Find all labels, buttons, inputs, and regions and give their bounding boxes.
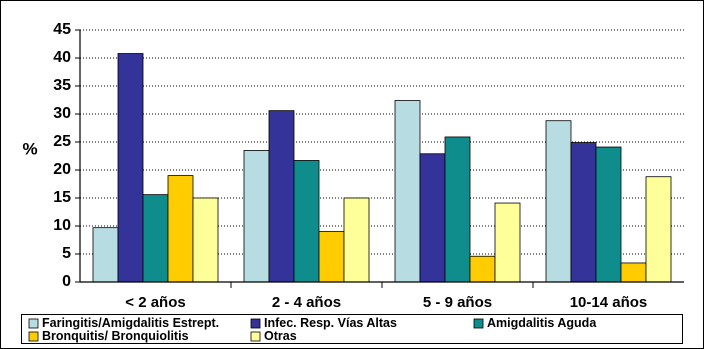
bar: [318, 231, 345, 283]
x-tick-label: 10-14 años: [570, 294, 648, 311]
bar: [545, 120, 572, 283]
bar: [343, 197, 370, 283]
bars: [92, 53, 672, 283]
y-tick-label: 5: [62, 245, 71, 262]
legend-entry: Amigdalitis Aguda: [487, 316, 597, 330]
x-tick-label: 2 - 4 años: [272, 294, 341, 311]
y-tick-label: 20: [53, 161, 71, 178]
y-axis-label: %: [22, 139, 37, 158]
bar: [620, 262, 647, 283]
y-tick-label: 0: [62, 273, 71, 290]
bar: [293, 160, 320, 283]
bar: [444, 136, 471, 283]
bar: [92, 227, 119, 283]
legend-entry: Infec. Resp. Vías Altas: [264, 316, 397, 330]
legend-swatch: [250, 318, 261, 329]
y-tick-label: 30: [53, 105, 71, 122]
legend-entry: Bronquitis/ Bronquiolitis: [42, 329, 189, 343]
legend-box: [21, 314, 683, 344]
bar: [570, 142, 597, 283]
legend-swatch: [250, 331, 261, 342]
bar: [645, 176, 672, 283]
y-tick-label: 10: [53, 217, 71, 234]
legend-entry: Faringitis/Amigdalitis Estrept.: [42, 316, 219, 330]
bar: [167, 175, 194, 283]
y-tick-label: 15: [53, 189, 71, 206]
y-tick-label: 40: [53, 49, 71, 66]
y-tick-labels: 0 5 10 15 20 25 30 35 40 45: [53, 21, 71, 290]
x-tick-label: < 2 años: [125, 294, 185, 311]
legend-swatch: [28, 318, 39, 329]
bar: [419, 153, 446, 283]
bar: [192, 197, 219, 283]
axes: [75, 29, 684, 288]
legend-swatch: [473, 318, 484, 329]
y-tick-label: 35: [53, 77, 71, 94]
legend: Faringitis/Amigdalitis Estrept. Infec. Re…: [21, 314, 683, 344]
bar: [469, 255, 496, 283]
bar: [394, 100, 421, 283]
y-tick-label: 45: [53, 21, 71, 38]
legend-swatch: [28, 331, 39, 342]
x-tick-label: 5 - 9 años: [423, 294, 492, 311]
y-tick-label: 25: [53, 133, 71, 150]
bar: [142, 194, 169, 283]
bar: [268, 110, 295, 283]
x-tick-labels: < 2 años 2 - 4 años 5 - 9 años 10-14 años: [125, 294, 647, 311]
bar: [595, 146, 622, 283]
legend-entry: Otras: [264, 329, 297, 343]
bar: [243, 149, 270, 283]
bar: [117, 53, 144, 283]
bar: [494, 202, 521, 283]
